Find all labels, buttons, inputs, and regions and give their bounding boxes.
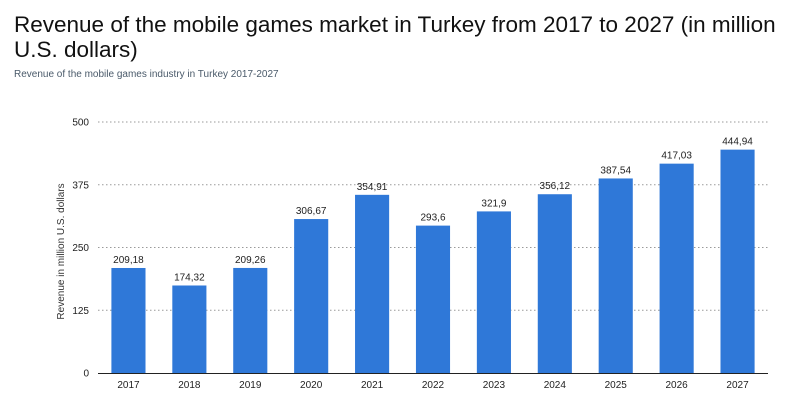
bar-2023[interactable] [476, 211, 511, 373]
x-tick-label: 2022 [422, 380, 445, 391]
y-tick-label: 500 [72, 118, 89, 129]
data-label-2023: 321,9 [481, 198, 506, 209]
x-tick-label: 2018 [178, 380, 201, 391]
y-axis-ticks: 0 125 250 375 500 [72, 118, 89, 380]
x-tick-label: 2023 [483, 380, 506, 391]
bar-2018[interactable] [172, 285, 207, 373]
data-label-2020: 306,67 [296, 206, 327, 217]
x-tick-label: 2027 [726, 380, 749, 391]
data-labels: 209,18 174,32 209,26 306,67 354,91 293,6 321,9… [113, 137, 753, 284]
bar-2022[interactable] [415, 225, 451, 373]
x-tick-label: 2021 [361, 380, 384, 391]
x-axis-ticks: 2017 2018 2019 2020 2021 2022 2023 2024 2025 2026… [117, 380, 749, 391]
data-label-2021: 354,91 [357, 182, 388, 193]
x-tick-label: 2019 [239, 380, 262, 391]
bars [111, 149, 755, 373]
y-tick-label: 250 [72, 243, 89, 254]
bar-2019[interactable] [233, 267, 268, 373]
y-tick-label: 0 [83, 369, 89, 380]
bar-2026[interactable] [659, 163, 694, 373]
x-tick-label: 2026 [666, 380, 689, 391]
data-label-2025: 387,54 [600, 165, 631, 176]
y-axis-title: Revenue in million U.S. dollars [56, 183, 67, 319]
x-tick-label: 2024 [544, 380, 567, 391]
x-tick-label: 2020 [300, 380, 323, 391]
bar-2027[interactable] [720, 149, 755, 373]
data-label-2022: 293,6 [420, 213, 445, 224]
chart-subtitle: Revenue of the mobile games industry in … [14, 69, 279, 80]
chart-title: Revenue of the mobile games market in Tu… [14, 12, 776, 62]
data-label-2026: 417,03 [661, 151, 692, 162]
y-tick-label: 125 [72, 306, 89, 317]
data-label-2017: 209,18 [113, 255, 144, 266]
data-label-2018: 174,32 [174, 272, 205, 283]
bar-2024[interactable] [537, 194, 572, 373]
x-tick-label: 2017 [117, 380, 140, 391]
data-label-2019: 209,26 [235, 255, 266, 266]
y-tick-label: 375 [72, 180, 89, 191]
data-label-2027: 444,94 [722, 137, 753, 148]
bar-2017[interactable] [111, 267, 146, 373]
x-tick-label: 2025 [605, 380, 628, 391]
data-label-2024: 356,12 [540, 181, 571, 192]
bar-2021[interactable] [355, 194, 390, 373]
bar-2025[interactable] [598, 178, 633, 373]
bar-2020[interactable] [294, 219, 329, 373]
